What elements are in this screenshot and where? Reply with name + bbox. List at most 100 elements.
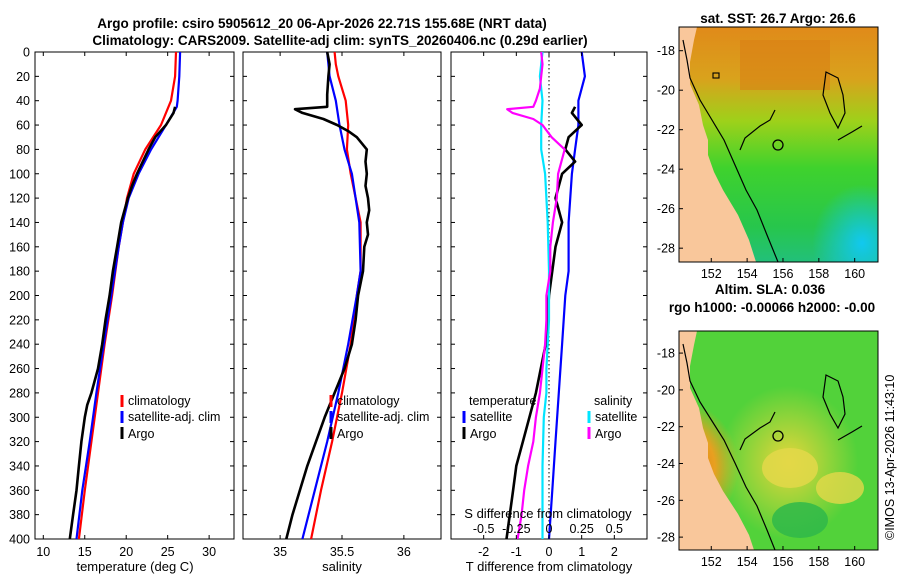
x-tick-label: 0 [546, 545, 553, 559]
depth-tick-label: 400 [9, 533, 30, 547]
map-y-tick-label: -28 [657, 531, 675, 545]
x-tick-label: 25 [161, 545, 175, 559]
salinity-legend: climatology satellite-adj. clim Argo [329, 394, 429, 441]
map-y-tick-label: -20 [657, 84, 675, 98]
panel-axes: 10 15 20 25 30 35 35.5 36 -2 -1 0 1 2 -0.5 -0.25 0 0.25 0… [35, 51, 647, 559]
depth-axis: 0 20 40 60 80 100 120 140 160 180 200 220 240 260 280 3… [9, 46, 30, 547]
legend-argo-label: Argo [337, 427, 363, 441]
series-line-satellite-adj-clim [301, 52, 362, 539]
map-y-tick-label: -22 [657, 123, 675, 137]
map-x-tick-label: 152 [701, 267, 722, 281]
isobath-contour [682, 39, 779, 262]
series-line-climatology [310, 52, 362, 539]
sst-map-axes: 152 154 156 158 160 -18 -20 -22 -24 -26 -28 [657, 44, 865, 281]
x-tick-label: 36 [397, 545, 411, 559]
depth-tick-label: 300 [9, 411, 30, 425]
salinity-diff-tick-label: 0.25 [569, 522, 593, 536]
depth-tick-label: 380 [9, 508, 30, 522]
salinity-diff-tick-label: 0.5 [606, 522, 623, 536]
argo-position-marker [772, 139, 784, 151]
map-x-tick-label: 154 [737, 555, 758, 569]
depth-tick-label: 120 [9, 192, 30, 206]
depth-tick-label: 100 [9, 167, 30, 181]
legend-climatology-label: climatology [128, 394, 191, 408]
series-line-s-argo [506, 52, 566, 539]
x-tick-label: 30 [202, 545, 216, 559]
legend-salinity-header: salinity [594, 394, 633, 408]
sla-map-axes: 152 154 156 158 160 -18 -20 -22 -24 -26 -28 [657, 347, 865, 569]
salinity-diff-tick-label: -0.25 [502, 522, 531, 536]
isobath-contour [682, 343, 776, 550]
map-y-tick-label: -18 [657, 347, 675, 361]
map-x-tick-label: 158 [808, 267, 829, 281]
depth-tick-label: 160 [9, 240, 30, 254]
series-line-t-satellite [547, 52, 587, 539]
depth-tick-label: 320 [9, 435, 30, 449]
map-x-tick-label: 158 [808, 555, 829, 569]
series-line-s-satellite [538, 52, 551, 539]
series-line-t-argo [505, 106, 584, 539]
series-line-argo [68, 106, 177, 539]
depth-tick-label: 40 [16, 94, 30, 108]
reef-contour [837, 125, 863, 141]
map-x-tick-label: 156 [773, 267, 794, 281]
sst-map [679, 27, 878, 262]
series-line-argo [285, 52, 371, 539]
sla-map [679, 331, 878, 550]
x-tick-label: 2 [611, 545, 618, 559]
reef-contour [739, 411, 776, 451]
legend-argo-label: Argo [128, 427, 154, 441]
reef-contour [712, 72, 720, 79]
map-x-tick-label: 152 [701, 555, 722, 569]
depth-tick-label: 240 [9, 338, 30, 352]
depth-tick-label: 280 [9, 386, 30, 400]
legend-temperature-header: temperature [469, 394, 536, 408]
credit-text: ©IMOS 13-Apr-2026 11:43:10 [883, 375, 897, 540]
salinity-xlabel: salinity [322, 559, 362, 574]
x-tick-label: 35 [273, 545, 287, 559]
salinity-plot [285, 52, 371, 539]
depth-tick-label: 360 [9, 484, 30, 498]
map-x-tick-label: 156 [773, 555, 794, 569]
reef-contour [822, 374, 846, 430]
x-tick-label: -2 [478, 545, 489, 559]
salinity-diff-tick-label: -0.5 [473, 522, 495, 536]
legend-s-argo-label: Argo [595, 427, 621, 441]
depth-tick-label: 80 [16, 143, 30, 157]
sla-map-frame [678, 330, 879, 551]
x-tick-label: 20 [119, 545, 133, 559]
reef-contour [739, 109, 776, 151]
x-tick-label: -1 [511, 545, 522, 559]
map-x-tick-label: 154 [737, 267, 758, 281]
salinity-panel [242, 51, 442, 540]
sst-map-title: sat. SST: 26.7 Argo: 26.6 [700, 11, 856, 26]
map-x-tick-label: 160 [844, 555, 865, 569]
temperature-panel [34, 51, 235, 540]
x-tick-label: 1 [578, 545, 585, 559]
difference-plot [505, 52, 587, 539]
map-y-tick-label: -18 [657, 44, 675, 58]
depth-tick-label: 140 [9, 216, 30, 230]
sst-warm-patch [740, 40, 830, 90]
x-tick-label: 10 [36, 545, 50, 559]
map-y-tick-label: -24 [657, 163, 675, 177]
legend-t-argo-label: Argo [470, 427, 496, 441]
difference-legend-temperature: temperature satellite Argo [462, 394, 536, 441]
difference-legend-salinity: salinity satellite Argo [587, 394, 637, 441]
sla-low-patch [772, 502, 828, 538]
map-y-tick-label: -26 [657, 202, 675, 216]
land-mask [679, 331, 754, 550]
sla-map-title: Altim. SLA: 0.036 [715, 282, 826, 297]
temperature-xlabel: temperature (deg C) [76, 559, 193, 574]
difference-xlabel: T difference from climatology [466, 559, 633, 574]
depth-tick-label: 60 [16, 119, 30, 133]
depth-tick-label: 20 [16, 70, 30, 84]
reef-contour [837, 425, 863, 441]
map-y-tick-label: -26 [657, 494, 675, 508]
map-x-tick-label: 160 [844, 267, 865, 281]
depth-tick-label: 220 [9, 313, 30, 327]
map-y-tick-label: -20 [657, 383, 675, 397]
sla-yellow-patch [816, 472, 864, 504]
sla-map-subtitle: rgo h1000: -0.00066 h2000: -0.00 [669, 300, 875, 315]
legend-climatology-label: climatology [337, 394, 400, 408]
